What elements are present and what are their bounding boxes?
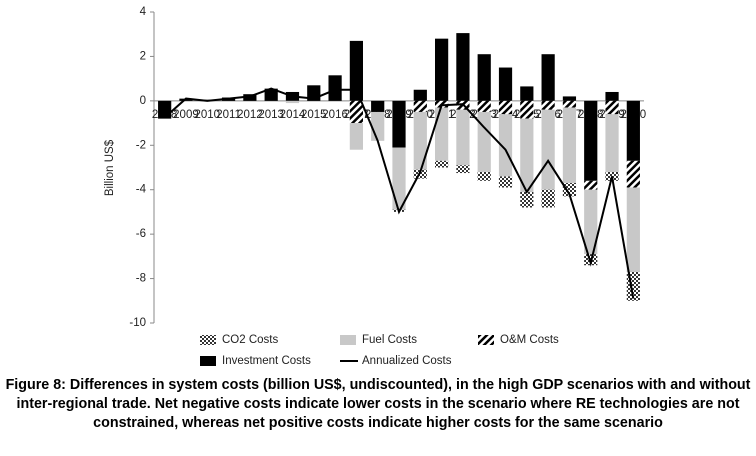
line bbox=[164, 87, 635, 299]
bar bbox=[413, 100, 427, 112]
y-tick-label: 4 bbox=[140, 6, 147, 18]
bar bbox=[392, 100, 406, 148]
x-tick-label: 2011 bbox=[216, 109, 241, 121]
legend-swatch bbox=[340, 335, 356, 345]
legend-swatch bbox=[200, 335, 216, 345]
y-tick-label: 0 bbox=[140, 95, 146, 107]
bar bbox=[605, 100, 619, 115]
legend-label: Annualized Costs bbox=[362, 355, 452, 367]
y-tick-label: -10 bbox=[129, 317, 146, 329]
bar bbox=[520, 100, 534, 119]
bar bbox=[349, 123, 363, 150]
bar bbox=[520, 86, 534, 101]
bar bbox=[520, 191, 534, 208]
bar bbox=[264, 88, 278, 101]
bar bbox=[456, 165, 470, 174]
bar bbox=[349, 40, 363, 101]
bar bbox=[541, 100, 555, 110]
y-tick-label: -6 bbox=[136, 228, 146, 240]
bar bbox=[584, 180, 598, 190]
bar bbox=[392, 147, 406, 210]
bar bbox=[435, 107, 449, 161]
x-tick-label: 2014 bbox=[280, 109, 306, 121]
bar bbox=[371, 111, 385, 141]
x-tick-label: 2016 bbox=[322, 109, 348, 121]
bar bbox=[562, 183, 577, 197]
bar bbox=[498, 176, 513, 188]
x-tick-label: 2009 bbox=[173, 109, 199, 121]
y-tick-label: -8 bbox=[136, 273, 146, 285]
legend-swatch bbox=[200, 356, 216, 366]
bar bbox=[498, 114, 513, 177]
bar bbox=[413, 169, 427, 179]
chart: Billion US$ -10-8-6-4-202420082009201020… bbox=[104, 6, 646, 367]
bar bbox=[562, 100, 577, 108]
bar bbox=[328, 75, 342, 101]
bar bbox=[584, 100, 598, 181]
x-tick-label: 2012 bbox=[237, 109, 263, 121]
bar bbox=[541, 189, 555, 208]
bar bbox=[477, 171, 491, 181]
bar bbox=[456, 33, 470, 101]
bar bbox=[541, 109, 555, 190]
legend-swatch bbox=[478, 335, 494, 345]
bar bbox=[584, 189, 598, 255]
legend-label: CO2 Costs bbox=[222, 334, 278, 346]
bar bbox=[626, 187, 640, 272]
bar bbox=[541, 54, 555, 101]
bar bbox=[371, 100, 385, 112]
bar bbox=[626, 100, 640, 161]
bar bbox=[562, 96, 577, 101]
bar bbox=[285, 100, 300, 104]
y-axis-label: Billion US$ bbox=[104, 139, 116, 196]
caption: Figure 8: Differences in system costs (b… bbox=[5, 377, 751, 431]
bar bbox=[477, 54, 491, 101]
bar bbox=[605, 91, 619, 101]
x-tick-label: 2010 bbox=[194, 109, 220, 121]
x-tick-label: 2013 bbox=[258, 109, 284, 121]
y-tick-label: -2 bbox=[136, 139, 146, 151]
bar bbox=[413, 111, 427, 170]
bar bbox=[477, 100, 491, 112]
bar bbox=[158, 100, 172, 119]
y-tick-label: -4 bbox=[136, 184, 147, 196]
legend-label: Investment Costs bbox=[222, 355, 311, 367]
bar bbox=[349, 100, 363, 124]
bar bbox=[243, 94, 257, 101]
x-tick-label: 2015 bbox=[301, 109, 327, 121]
bar bbox=[435, 100, 449, 108]
bar bbox=[477, 111, 491, 172]
bar bbox=[605, 114, 619, 172]
bar bbox=[498, 67, 513, 101]
legend-label: Fuel Costs bbox=[362, 334, 417, 346]
bar bbox=[435, 160, 449, 168]
bar bbox=[498, 100, 513, 115]
y-tick-label: 2 bbox=[140, 50, 146, 62]
bar bbox=[562, 107, 577, 184]
bar bbox=[456, 109, 470, 166]
bar bbox=[520, 118, 534, 192]
bar bbox=[435, 38, 449, 101]
bar bbox=[626, 160, 640, 188]
legend-label: O&M Costs bbox=[500, 334, 559, 346]
bar bbox=[413, 89, 427, 101]
